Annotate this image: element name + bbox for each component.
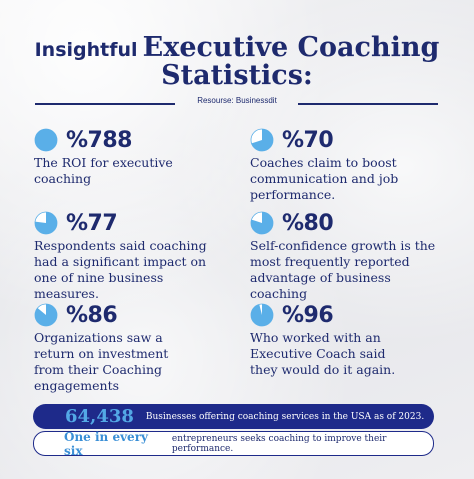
stat-description: Who worked with an Executive Coach said … <box>250 330 396 377</box>
stat-value: %96 <box>282 302 334 328</box>
footer-banner-primary: 64,438 Businesses offering coaching serv… <box>33 404 434 429</box>
stat-value: %788 <box>66 127 132 153</box>
pie-chart-icon <box>34 211 58 235</box>
stat-item: %96 Who worked with an Executive Coach s… <box>250 302 450 378</box>
stat-value: %80 <box>282 210 334 236</box>
page-title-line2: Statistics: <box>0 62 474 89</box>
pie-chart-icon <box>250 211 274 235</box>
title-prefix: Insightful <box>34 39 138 61</box>
stat-item: %80 Self-confidence growth is the most f… <box>250 210 450 302</box>
stat-description: Self-confidence growth is the most frequ… <box>250 238 436 301</box>
stat-description: Coaches claim to boost communication and… <box>250 155 399 202</box>
stat-item: %86 Organizations saw a return on invest… <box>34 302 234 394</box>
stat-description: Respondents said coaching had a signific… <box>34 238 207 301</box>
pie-slice <box>251 212 273 234</box>
banner-text: entrepreneurs seeks coaching to improve … <box>171 433 387 454</box>
pie-slice <box>251 304 273 326</box>
pie-chart-icon <box>250 128 274 152</box>
source-label: Resourse: Businessdit <box>197 96 277 105</box>
banner-highlight: One in every six <box>64 429 148 458</box>
pie-slice <box>35 304 57 326</box>
banner-highlight: 64,438 <box>65 406 134 427</box>
pie-slice <box>35 129 57 151</box>
title-line1: Executive Coaching <box>142 32 440 63</box>
divider-right <box>298 103 438 105</box>
divider-left <box>35 103 175 105</box>
stat-item: %77 Respondents said coaching had a sign… <box>34 210 234 302</box>
title-line2: Statistics: <box>161 60 313 91</box>
stat-description: Organizations saw a return on investment… <box>34 330 169 393</box>
stat-item: %70 Coaches claim to boost communication… <box>250 127 450 203</box>
pie-slice <box>251 129 273 151</box>
banner-text: Businesses offering coaching services in… <box>145 411 425 422</box>
page-title: Insightful Executive Coaching <box>0 34 474 61</box>
stat-description: The ROI for executive coaching <box>34 155 173 186</box>
pie-chart-icon <box>34 303 58 327</box>
stat-item: %788 The ROI for executive coaching <box>34 127 234 187</box>
stat-value: %70 <box>282 127 334 153</box>
stat-value: %77 <box>66 210 118 236</box>
pie-slice <box>35 212 57 234</box>
stat-value: %86 <box>66 302 118 328</box>
pie-chart-icon <box>250 303 274 327</box>
footer-banner-secondary: One in every six entrepreneurs seeks coa… <box>33 429 434 458</box>
pie-chart-icon <box>34 128 58 152</box>
